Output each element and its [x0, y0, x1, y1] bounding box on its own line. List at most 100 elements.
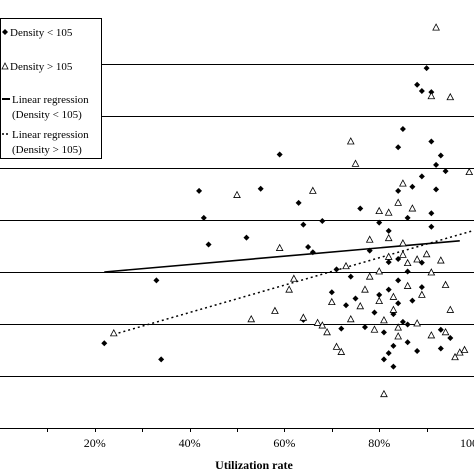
point-density-high: [361, 285, 369, 293]
point-density-low: [343, 302, 350, 309]
point-density-low: [399, 318, 406, 325]
point-density-high: [342, 261, 350, 270]
point-density-high: [109, 329, 118, 337]
point-density-low: [243, 234, 250, 241]
point-density-low: [361, 324, 368, 331]
point-density-low: [447, 335, 454, 342]
point-density-high: [413, 319, 421, 327]
x-tick-label: 100%: [460, 436, 474, 450]
x-tick-label: 40%: [179, 436, 201, 450]
point-density-low: [418, 259, 425, 266]
point-density-low: [418, 284, 425, 291]
point-density-low: [418, 88, 425, 95]
point-density-high: [290, 274, 298, 282]
point-density-high: [346, 314, 355, 323]
point-density-low: [428, 223, 435, 230]
point-density-low: [385, 227, 392, 234]
point-density-high: [365, 235, 374, 243]
point-density-high: [384, 252, 393, 260]
point-density-high: [441, 327, 450, 336]
point-density-low: [366, 247, 373, 254]
point-density-low: [333, 266, 340, 273]
point-density-high: [285, 285, 294, 293]
point-density-high: [356, 301, 365, 310]
point-density-high: [422, 249, 431, 258]
legend-label-density-high: Density > 105: [10, 61, 73, 73]
regression-line: [113, 229, 474, 336]
point-density-low: [357, 205, 364, 212]
regression-lines: [104, 229, 474, 336]
point-density-high: [337, 347, 346, 355]
point-density-high: [351, 159, 360, 167]
point-density-low: [433, 186, 440, 193]
point-density-high: [308, 186, 317, 194]
point-density-high: [408, 204, 417, 212]
point-density-low: [347, 273, 354, 280]
point-density-low: [395, 277, 402, 284]
point-density-low: [319, 218, 326, 225]
legend-label-regression-low-line2: (Density < 105): [12, 109, 82, 121]
point-density-high: [399, 179, 407, 187]
point-density-high: [384, 233, 393, 242]
point-density-high: [389, 292, 398, 300]
point-density-low: [442, 168, 449, 175]
point-density-high: [451, 352, 459, 361]
point-density-low: [385, 350, 392, 357]
point-density-low: [371, 309, 378, 316]
point-density-high: [403, 258, 412, 267]
point-density-low: [437, 345, 444, 352]
point-density-low: [404, 214, 411, 221]
point-density-high: [394, 323, 403, 331]
point-density-high: [389, 305, 398, 313]
point-density-low: [376, 291, 383, 298]
x-tick-label: 20%: [84, 436, 106, 450]
point-density-high: [436, 256, 445, 264]
point-density-low: [423, 65, 430, 72]
legend-label-density-low: Density < 105: [10, 27, 73, 39]
point-density-high: [446, 92, 455, 101]
data-points: [101, 23, 474, 398]
point-density-high: [403, 281, 412, 289]
point-density-high: [384, 208, 393, 216]
point-density-low: [409, 183, 416, 190]
point-density-low: [200, 214, 207, 221]
x-tick-label: 80%: [368, 436, 390, 450]
point-density-low: [376, 219, 383, 226]
point-density-low: [404, 268, 411, 275]
point-density-high: [427, 268, 436, 276]
legend-marker-diamond: [2, 29, 8, 35]
point-density-high: [233, 190, 241, 198]
point-density-high: [375, 206, 384, 215]
x-axis-title: Utilization rate: [215, 458, 293, 472]
point-density-low: [414, 348, 421, 355]
point-density-low: [404, 339, 411, 346]
point-density-low: [395, 300, 402, 307]
point-density-high: [375, 296, 384, 305]
point-density-high: [332, 342, 341, 350]
point-density-low: [257, 185, 264, 192]
point-density-high: [275, 243, 284, 251]
point-density-high: [299, 313, 308, 321]
regression-line: [104, 240, 460, 273]
point-density-high: [441, 280, 450, 288]
point-density-low: [205, 241, 212, 248]
point-density-high: [399, 250, 407, 258]
point-density-high: [380, 316, 388, 324]
point-density-high: [427, 331, 436, 339]
point-density-low: [390, 363, 397, 370]
point-density-low: [158, 356, 165, 363]
point-density-high: [413, 255, 421, 263]
point-density-low: [404, 321, 411, 328]
point-density-low: [338, 325, 345, 332]
point-density-low: [380, 329, 387, 336]
point-density-low: [385, 286, 392, 293]
point-density-high: [247, 314, 256, 323]
point-density-low: [409, 297, 416, 304]
point-density-low: [309, 249, 316, 256]
point-density-low: [395, 144, 402, 151]
point-density-high: [417, 290, 426, 298]
point-density-high: [465, 167, 474, 176]
point-density-low: [428, 210, 435, 217]
point-density-high: [432, 23, 440, 31]
point-density-low: [276, 151, 283, 158]
